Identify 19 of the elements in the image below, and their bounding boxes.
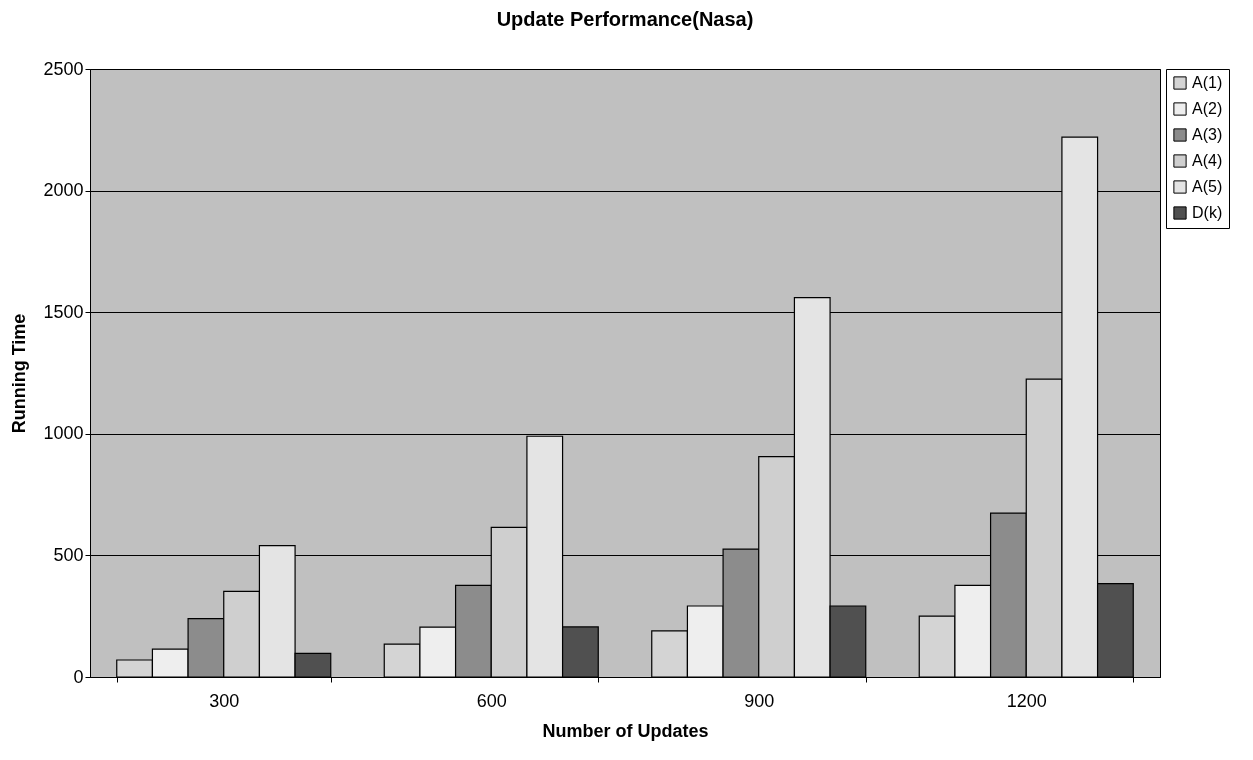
y-tick-label: 2500 [43, 58, 84, 79]
y-tick-label: 1000 [43, 423, 84, 444]
y-tick-label: 0 [73, 666, 84, 687]
legend-label: A(5) [1192, 178, 1223, 195]
y-tick-label: 500 [53, 544, 84, 565]
y-tick-label: 2000 [43, 180, 84, 201]
x-axis-title: Number of Updates [542, 720, 709, 741]
y-axis-title: Running Time [9, 313, 30, 434]
x-tick-label: 300 [209, 690, 240, 711]
legend-label: A(1) [1192, 74, 1223, 91]
legend-label: D(k) [1192, 204, 1223, 221]
legend-label: A(2) [1192, 100, 1223, 117]
legend-label: A(3) [1192, 126, 1223, 143]
x-tick-label: 600 [476, 690, 507, 711]
legend-label: A(4) [1192, 152, 1223, 169]
y-tick-label: 1500 [43, 301, 84, 322]
x-tick-label: 900 [744, 690, 775, 711]
x-tick-label: 1200 [1006, 690, 1047, 711]
chart-title: Update Performance(Nasa) [496, 8, 754, 30]
